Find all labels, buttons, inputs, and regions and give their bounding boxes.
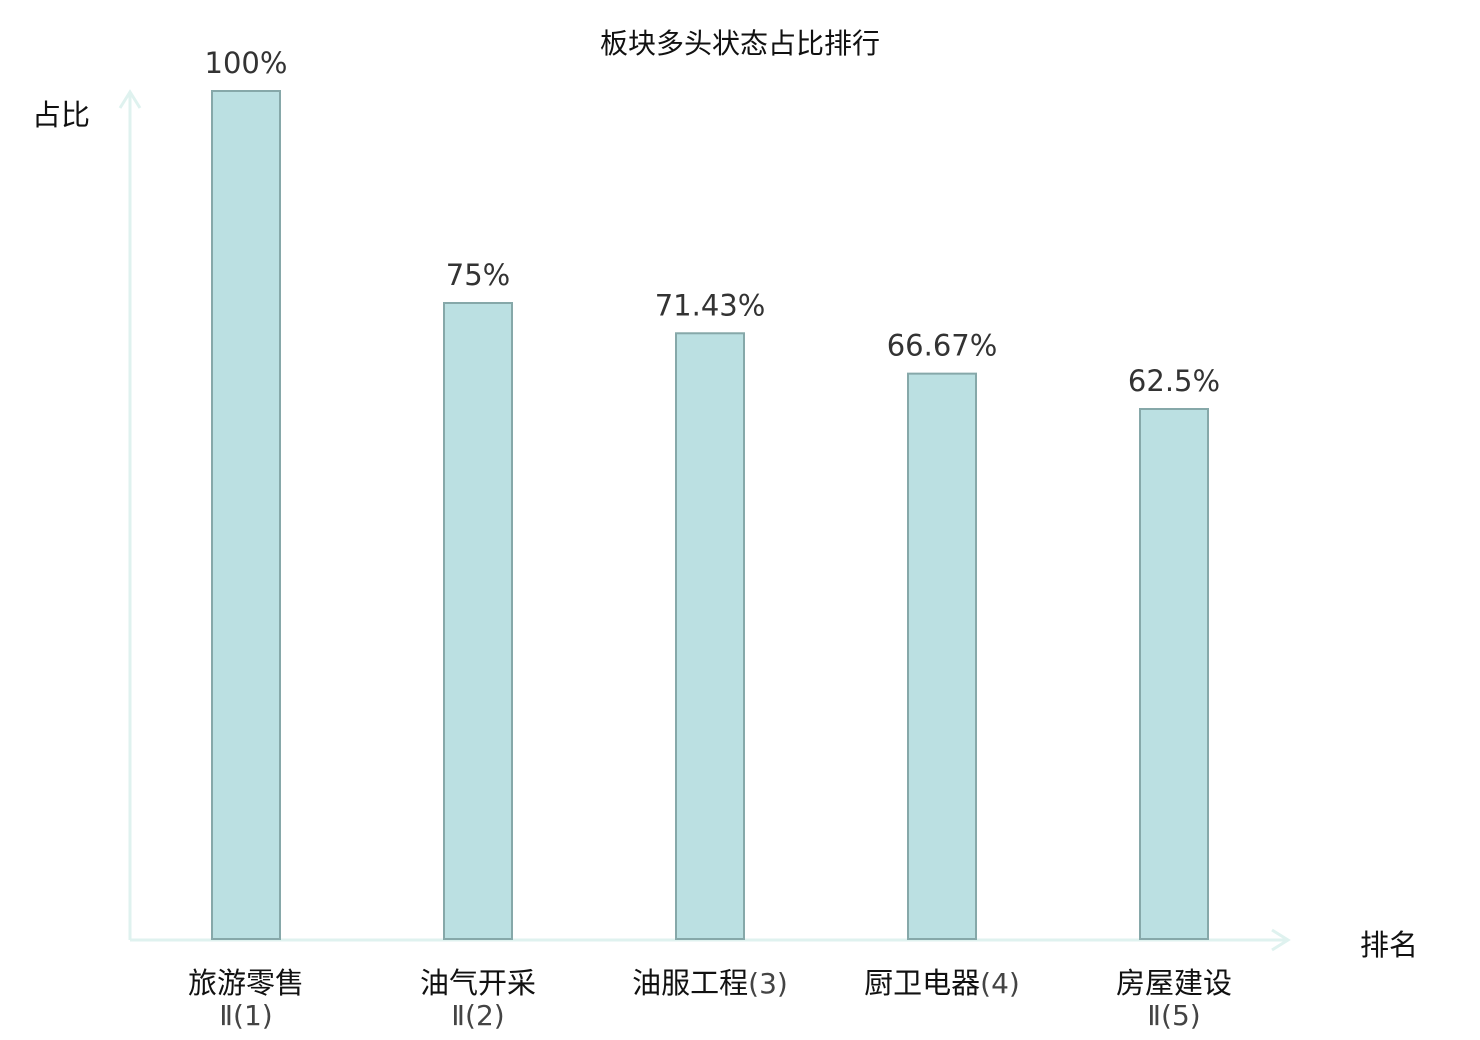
x-tick-label: 厨卫电器(4): [864, 966, 1020, 1000]
x-axis-label: 排名: [1360, 928, 1419, 962]
x-tick-label: 房屋建设: [1116, 966, 1232, 1000]
x-tick-rank-label: Ⅱ(1): [219, 999, 272, 1032]
x-tick-label: 油服工程(3): [632, 966, 788, 1000]
bar-4: [907, 372, 977, 940]
bar-2: [443, 302, 513, 940]
x-tick-label: 旅游零售: [188, 966, 304, 1000]
y-axis-label: 占比: [32, 98, 91, 132]
chart-title: 板块多头状态占比排行: [599, 27, 880, 60]
bar-1: [211, 90, 281, 940]
bar-5: [1139, 408, 1209, 940]
y-axis-arrow-icon: [118, 89, 142, 109]
x-tick-rank-label: Ⅱ(2): [451, 999, 504, 1032]
value-label: 100%: [205, 46, 288, 80]
value-label: 75%: [446, 258, 510, 292]
bar-3: [675, 332, 745, 940]
x-axis-arrow-icon: [1271, 928, 1291, 952]
value-label: 62.5%: [1128, 364, 1220, 398]
value-label: 71.43%: [655, 288, 766, 322]
x-tick-label: 油气开采: [420, 966, 536, 1000]
value-label: 66.67%: [887, 329, 998, 363]
x-tick-rank-label: Ⅱ(5): [1147, 999, 1200, 1032]
